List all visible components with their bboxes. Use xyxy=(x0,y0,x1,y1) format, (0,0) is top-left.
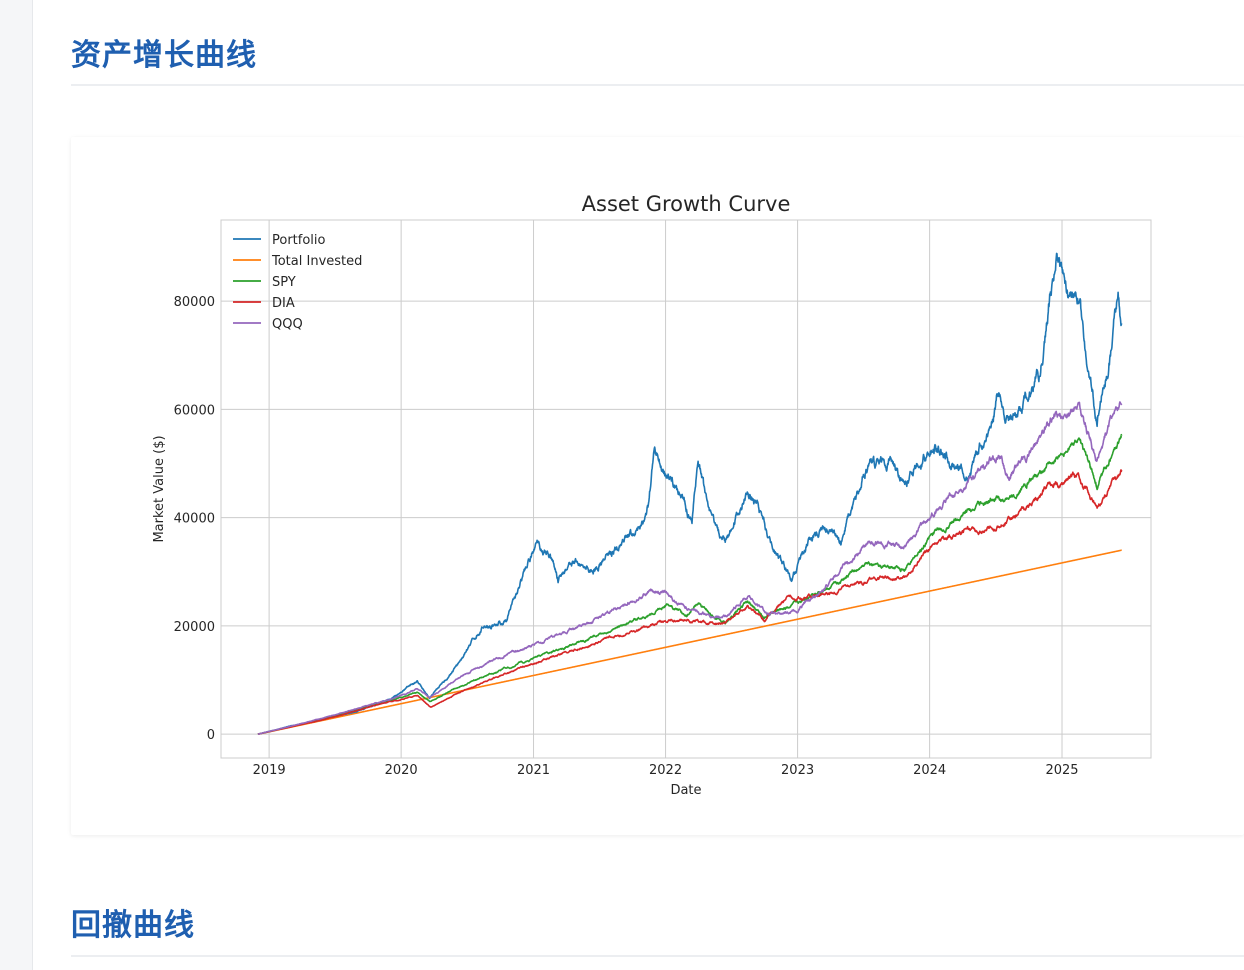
legend-label: Portfolio xyxy=(272,233,326,248)
chart-grid xyxy=(221,220,1151,758)
y-tick-label: 60000 xyxy=(174,403,215,418)
section-divider-2 xyxy=(71,955,1244,957)
series-line-portfolio xyxy=(257,252,1123,735)
x-tick-label: 2025 xyxy=(1045,763,1078,778)
section-divider xyxy=(71,84,1244,86)
x-tick-label: 2023 xyxy=(781,763,814,778)
sidebar-edge xyxy=(0,0,33,970)
y-tick-label: 80000 xyxy=(174,295,215,310)
asset-growth-chart: 2019 2020 2021 2022 2023 2024 2025 0 20000 40000… xyxy=(152,192,1152,798)
series-line-spy xyxy=(257,433,1123,735)
y-tick-label: 0 xyxy=(207,728,215,743)
legend-label: SPY xyxy=(272,275,296,290)
x-tick-label: 2022 xyxy=(649,763,682,778)
x-tick-label: 2020 xyxy=(385,763,418,778)
y-tick-label: 40000 xyxy=(174,512,215,527)
x-tick-label: 2021 xyxy=(517,763,550,778)
asset-growth-chart-card: 2019 2020 2021 2022 2023 2024 2025 0 20000 40000… xyxy=(71,137,1244,835)
x-tick-label: 2024 xyxy=(913,763,946,778)
section-title-drawdown: 回撤曲线 xyxy=(71,908,195,943)
series-line-qqq xyxy=(257,401,1123,735)
x-axis-label: Date xyxy=(670,783,701,798)
y-axis-label: Market Value ($) xyxy=(152,435,167,542)
chart-title: Asset Growth Curve xyxy=(582,192,791,216)
chart-legend: Portfolio Total Invested SPY DIA QQQ xyxy=(233,233,362,332)
x-tick-label: 2019 xyxy=(253,763,286,778)
chart-series-layer xyxy=(257,252,1123,735)
y-tick-label: 20000 xyxy=(174,620,215,635)
plot-frame xyxy=(220,219,1152,759)
legend-label: QQQ xyxy=(272,317,303,332)
legend-label: Total Invested xyxy=(271,254,362,269)
series-line-total-invested xyxy=(257,549,1123,735)
section-title-asset-growth: 资产增长曲线 xyxy=(71,38,257,73)
report-content: 资产增长曲线 2019 2020 2021 2022 2023 2024 2025 0 200… xyxy=(33,0,1244,970)
y-axis-ticks: 0 20000 40000 60000 80000 xyxy=(174,295,215,743)
x-axis-ticks: 2019 2020 2021 2022 2023 2024 2025 xyxy=(253,763,1079,778)
series-line-dia xyxy=(257,469,1123,735)
legend-label: DIA xyxy=(272,296,295,311)
